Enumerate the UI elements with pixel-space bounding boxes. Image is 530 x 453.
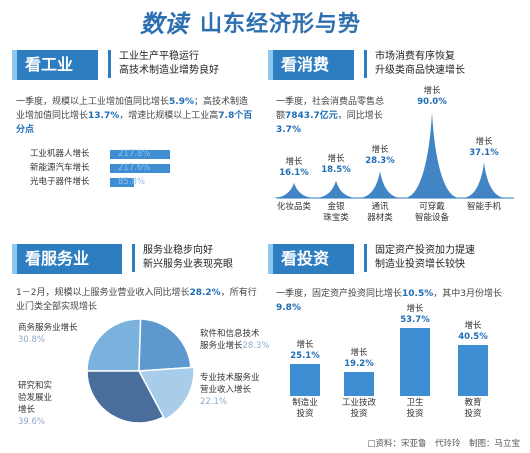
services-slice-label: 软件和信息技术 服务业增长28.3% [200, 329, 270, 351]
industry-subtitle-line-1: 工业生产平稳运行 [119, 51, 199, 62]
paragraph-text: ，其中3月份增长 [433, 289, 502, 299]
highlight-value: 9.8% [276, 303, 301, 313]
paragraph-text: 一季度，固定资产投资同比增长 [276, 289, 403, 299]
investment-subtitle-line-1: 固定资产投资加力提速 [375, 245, 475, 256]
consumption-value-label: 增长 28.3% [365, 144, 395, 166]
industry-bar-label: 新能源汽车增长 [30, 163, 90, 173]
highlight-value: 13.7% [88, 111, 120, 121]
paragraph-text: ；高技术制造业增加值同比增长 [16, 97, 248, 121]
paragraph-text: 一季度，规模以上工业增加值同比增长 [16, 97, 170, 107]
consumption-peak [404, 112, 460, 198]
industry-bar [110, 164, 170, 173]
paragraph-text: ，增速比规模以上工业高 [119, 111, 219, 121]
industry-bar-label: 工业机器人增长 [30, 149, 90, 159]
services-slice-value: 39.6% [18, 417, 46, 427]
services-pie-slice [86, 318, 142, 372]
consumption-header: 看消费 市场消费有序恢复 升级类商品快速增长 [268, 50, 518, 80]
consumption-value-label: 增长 18.5% [321, 154, 351, 176]
paragraph-text: 一季度，社会消费品零售总额 [276, 97, 385, 121]
industry-bar-row: 工业机器人增长 217.8% [30, 148, 230, 161]
services-subtitle-line-2: 新兴服务业表现亮眼 [143, 259, 233, 270]
highlight-value: 5.9% [169, 97, 194, 107]
services-header: 看服务业 服务业稳步向好 新兴服务业表现亮眼 [12, 244, 262, 274]
industry-bar-value: 85.8% [118, 177, 146, 187]
industry-bar-value: 217.6% [118, 163, 151, 173]
services-slice-value: 22.1% [200, 397, 228, 407]
services-slice-value: 30.8% [18, 335, 46, 345]
consumption-peak [314, 180, 358, 198]
consumption-value-label: 增长 37.1% [469, 136, 499, 158]
investment-header: 看投资 固定资产投资加力提速 制造业投资增长较快 [268, 244, 518, 274]
consumption-tab: 看消费 [268, 50, 354, 80]
consumption-category-label: 可穿戴 智能设备 [414, 202, 449, 223]
consumption-peak-chart [272, 112, 514, 199]
industry-subtitle-line-2: 高技术制造业增势良好 [119, 65, 219, 76]
services-subtitle-line-1: 服务业稳步向好 [143, 245, 213, 256]
investment-bar [344, 371, 374, 396]
consumption-subtitle-line-2: 升级类商品快速增长 [375, 65, 465, 76]
investment-bar [458, 344, 488, 396]
investment-category-label: 卫生 投资 [406, 398, 424, 419]
consumption-peak [358, 170, 402, 198]
consumption-subtitle: 市场消费有序恢复 升级类商品快速增长 [364, 50, 465, 78]
investment-subtitle-line-2: 制造业投资增长较快 [375, 259, 465, 270]
highlight-value: 7.8个百分点 [16, 111, 253, 135]
highlight-value: 7843.7亿元 [285, 111, 338, 121]
industry-paragraph: 一季度，规模以上工业增加值同比增长5.9%；高技术制造业增加值同比增长13.7%… [16, 95, 256, 137]
title-main: 山东经济形与势 [200, 12, 362, 37]
highlight-value: 10.5% [402, 289, 434, 299]
consumption-value-label: 增长 90.0% [417, 86, 447, 107]
investment-bar [400, 328, 430, 396]
page-title: 数读 山东经济形与势 [0, 0, 530, 46]
industry-subtitle: 工业生产平稳运行 高技术制造业增势良好 [108, 50, 219, 78]
services-pie-slice [86, 370, 165, 424]
services-slice-value: 28.3% [242, 341, 270, 351]
consumption-peak [272, 182, 316, 198]
investment-bar [290, 364, 320, 396]
consumption-category-label: 化妆品类 [276, 202, 311, 212]
consumption-category-label: 金银 珠宝类 [323, 202, 349, 223]
industry-header: 看工业 工业生产平稳运行 高技术制造业增势良好 [12, 50, 262, 80]
consumption-paragraph: 一季度，社会消费品零售总额7843.7亿元，同比增长 3.7% [276, 95, 388, 137]
paragraph-text: ，所有行业门类全部实现增长 [16, 288, 257, 312]
industry-bar [110, 150, 170, 159]
investment-paragraph: 一季度，固定资产投资同比增长10.5%，其中3月份增长 9.8% [276, 287, 522, 315]
consumption-peak [462, 162, 506, 198]
investment-category-label: 教育 投资 [464, 398, 482, 419]
services-pie-slice [138, 318, 192, 372]
consumption-category-label: 通讯 器材类 [367, 202, 393, 223]
investment-value-label: 增长 53.7% [400, 304, 430, 325]
industry-bar-value: 217.8% [118, 149, 151, 159]
industry-bar-label: 光电子器件增长 [30, 177, 90, 187]
highlight-value: 28.2% [189, 288, 221, 298]
investment-category-label: 工业技改 投资 [341, 398, 376, 419]
services-slice-label: 研究和实 验发展业 增长 39.6% [18, 381, 53, 427]
consumption-category-label: 智能手机 [466, 202, 501, 212]
services-slice-label: 商务服务业增长 30.8% [18, 323, 78, 345]
services-paragraph: 1－2月，规模以上服务业营业收入同比增长28.2%，所有行业门类全部实现增长 [16, 286, 262, 314]
investment-value-label: 增长 19.2% [344, 347, 374, 369]
services-pie-chart [86, 318, 195, 424]
source-credit: □资料：宋亚鲁 代玲玲 制图：马立宝 [367, 439, 520, 449]
industry-tab: 看工业 [12, 50, 98, 80]
services-subtitle: 服务业稳步向好 新兴服务业表现亮眼 [132, 244, 233, 272]
highlight-value: 3.7% [276, 125, 301, 135]
investment-subtitle: 固定资产投资加力提速 制造业投资增长较快 [364, 244, 475, 272]
industry-bar [110, 178, 134, 187]
services-slice-label: 专业技术服务业 营业收入增长 22.1% [200, 373, 260, 407]
services-tab: 看服务业 [12, 244, 122, 274]
investment-category-label: 制造业 投资 [292, 398, 318, 419]
paragraph-text: 1－2月，规模以上服务业营业收入同比增长 [16, 288, 190, 298]
title-prefix: 数读 [140, 9, 188, 38]
investment-value-label: 增长 40.5% [458, 320, 488, 342]
consumption-subtitle-line-1: 市场消费有序恢复 [375, 51, 455, 62]
paragraph-text: ，同比增长 [337, 111, 383, 121]
services-pie-slice [137, 366, 195, 421]
industry-bar-row: 新能源汽车增长 217.6% [30, 162, 230, 175]
industry-bar-row: 光电子器件增长 85.8% [30, 176, 230, 189]
investment-tab: 看投资 [268, 244, 354, 274]
consumption-value-label: 增长 16.1% [279, 156, 309, 178]
investment-value-label: 增长 25.1% [290, 340, 320, 362]
